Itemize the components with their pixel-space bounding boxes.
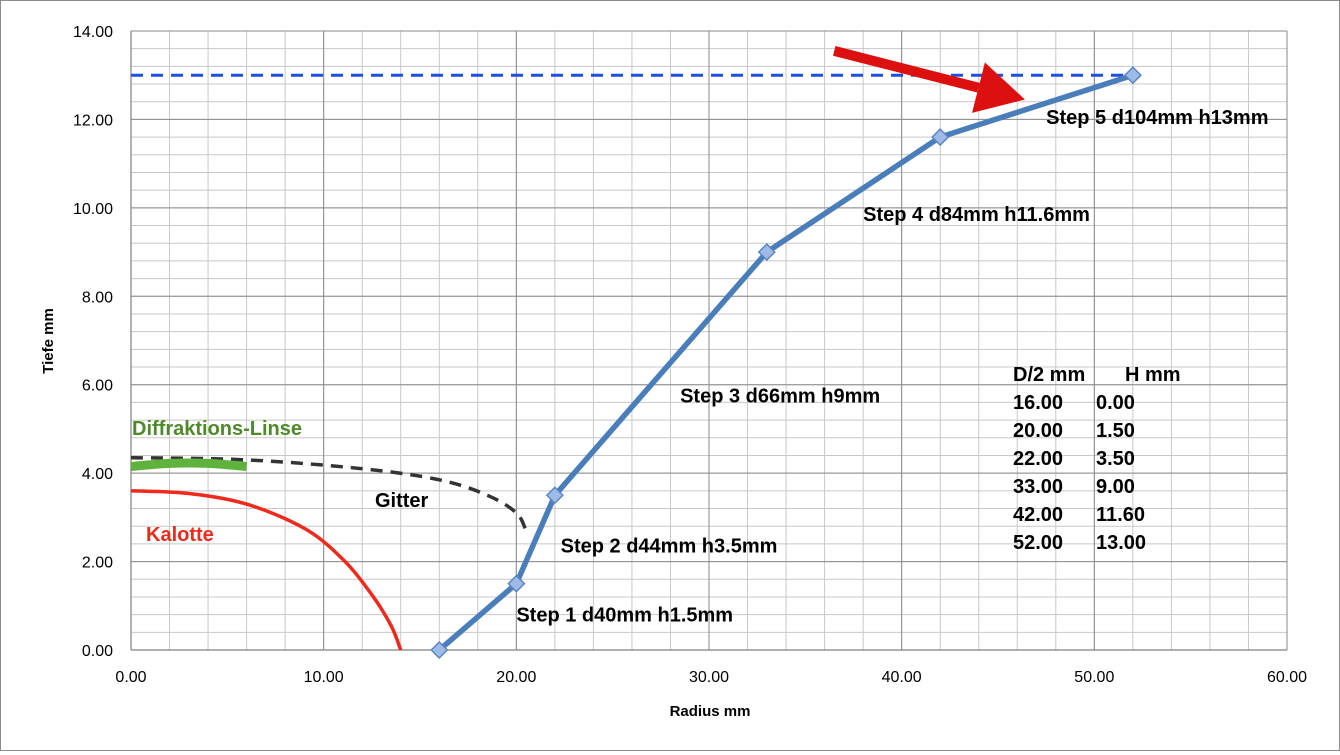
table-cell-height: 0.00 — [1096, 392, 1135, 414]
table-cell-radius: 33.00 — [1013, 476, 1063, 498]
table-header-radius: D/2 mm — [1013, 364, 1085, 386]
table-header-height: H mm — [1125, 364, 1181, 386]
y-axis-title: Tiefe mm — [40, 308, 57, 374]
step-annotations: Step 1 d40mm h1.5mm Step 2 d44mm h3.5mm St… — [516, 107, 1268, 626]
data-series — [430, 66, 1142, 660]
x-axis-ticks: 0.00 10.00 20.00 30.00 40.00 50.00 60.00 — [115, 669, 1307, 686]
table-cell-height: 11.60 — [1096, 504, 1145, 526]
label-kalotte: Kalotte — [146, 524, 214, 546]
data-point — [1123, 66, 1142, 85]
x-tick-label: 40.00 — [882, 669, 922, 686]
data-point — [430, 640, 449, 660]
y-tick-label: 6.00 — [82, 378, 113, 395]
curves — [130, 455, 528, 651]
x-tick-label: 50.00 — [1074, 669, 1114, 686]
table-cell-height: 3.50 — [1096, 448, 1135, 470]
table-cell-radius: 16.00 — [1013, 392, 1063, 414]
label-diffraktions-linse: Diffraktions-Linse — [132, 418, 302, 440]
step-annotation: Step 4 d84mm h11.6mm — [863, 204, 1090, 226]
x-axis-title: Radius mm — [670, 703, 751, 720]
x-tick-label: 10.00 — [304, 669, 344, 686]
step-annotation: Step 2 d44mm h3.5mm — [561, 536, 778, 558]
arrow-shaft — [832, 46, 980, 93]
gitter-curve — [130, 455, 528, 532]
data-point — [507, 574, 526, 593]
label-gitter: Gitter — [375, 490, 429, 512]
y-tick-label: 8.00 — [82, 289, 113, 306]
data-table: D/2 mm H mm 16.00 0.00 20.00 1.50 22.00 … — [1013, 364, 1181, 554]
y-tick-label: 14.00 — [73, 24, 113, 41]
axes — [130, 31, 1287, 651]
step-annotation: Step 1 d40mm h1.5mm — [516, 604, 733, 626]
step-annotation: Step 5 d104mm h13mm — [1046, 107, 1268, 129]
x-tick-label: 20.00 — [496, 669, 536, 686]
data-point — [757, 243, 776, 262]
arrow — [832, 46, 1025, 113]
x-tick-label: 60.00 — [1267, 669, 1307, 686]
x-tick-label: 30.00 — [689, 669, 729, 686]
table-cell-radius: 20.00 — [1013, 420, 1063, 442]
table-cell-height: 1.50 — [1096, 420, 1135, 442]
kalotte-curve — [130, 489, 403, 651]
y-axis-ticks: 0.00 2.00 4.00 6.00 8.00 10.00 12.00 14.00 — [73, 24, 113, 660]
y-tick-label: 10.00 — [73, 201, 113, 218]
y-tick-label: 12.00 — [73, 112, 113, 129]
step-annotation: Step 3 d66mm h9mm — [680, 385, 880, 407]
x-tick-label: 0.00 — [115, 669, 146, 686]
series-line — [437, 72, 1134, 653]
table-cell-radius: 52.00 — [1013, 532, 1063, 554]
data-point — [931, 128, 950, 147]
data-point — [545, 486, 564, 505]
table-cell-height: 9.00 — [1096, 476, 1135, 498]
y-tick-label: 4.00 — [82, 466, 113, 483]
y-tick-label: 0.00 — [82, 643, 113, 660]
table-cell-radius: 22.00 — [1013, 448, 1063, 470]
table-cell-radius: 42.00 — [1013, 504, 1063, 526]
table-cell-height: 13.00 — [1096, 532, 1146, 554]
y-tick-label: 2.00 — [82, 555, 113, 572]
diffraktions-linse-curve — [130, 458, 247, 471]
arrow-head — [972, 62, 1025, 113]
